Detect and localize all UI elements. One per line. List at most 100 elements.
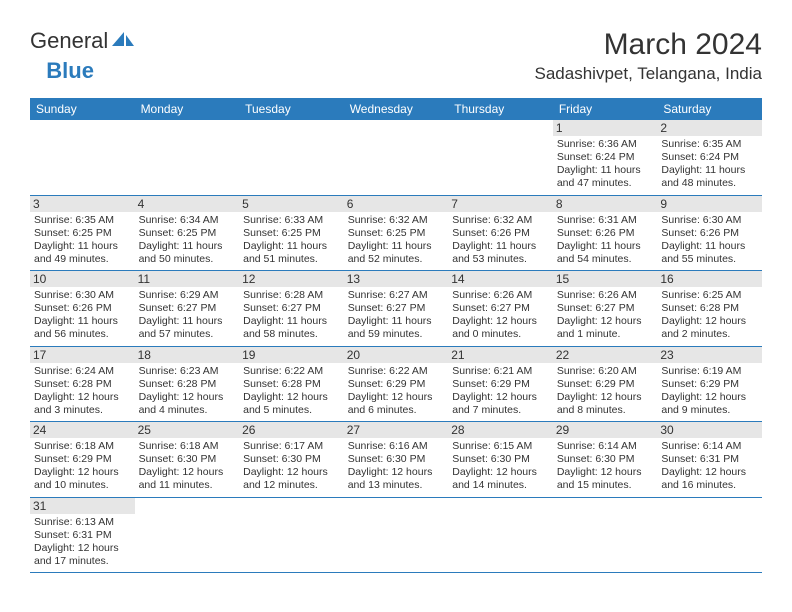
empty-cell (344, 497, 449, 573)
day-cell-12: 12 Sunrise: 6:28 AMSunset: 6:27 PMDayligh… (239, 271, 344, 347)
day-number: 14 (448, 271, 553, 287)
day-cell-16: 16 Sunrise: 6:25 AMSunset: 6:28 PMDayligh… (657, 271, 762, 347)
empty-cell (448, 120, 553, 195)
logo-sail-icon (110, 30, 136, 53)
day-info: Sunrise: 6:18 AMSunset: 6:30 PMDaylight:… (139, 440, 236, 493)
day-cell-2: 2 Sunrise: 6:35 AMSunset: 6:24 PMDaylight… (657, 120, 762, 195)
day-number: 19 (239, 347, 344, 363)
empty-cell (448, 497, 553, 573)
day-info: Sunrise: 6:16 AMSunset: 6:30 PMDaylight:… (348, 440, 445, 493)
col-header-monday: Monday (135, 98, 240, 120)
day-info: Sunrise: 6:35 AMSunset: 6:24 PMDaylight:… (661, 138, 758, 191)
day-info: Sunrise: 6:13 AMSunset: 6:31 PMDaylight:… (34, 516, 131, 569)
day-info: Sunrise: 6:35 AMSunset: 6:25 PMDaylight:… (34, 214, 131, 267)
day-cell-21: 21Sunrise: 6:21 AMSunset: 6:29 PMDayligh… (448, 346, 553, 422)
day-info: Sunrise: 6:26 AMSunset: 6:27 PMDaylight:… (557, 289, 654, 342)
week-row: 10Sunrise: 6:30 AMSunset: 6:26 PMDayligh… (30, 271, 762, 347)
day-cell-5: 5 Sunrise: 6:33 AMSunset: 6:25 PMDaylight… (239, 195, 344, 271)
day-cell-22: 22Sunrise: 6:20 AMSunset: 6:29 PMDayligh… (553, 346, 658, 422)
day-cell-7: 7 Sunrise: 6:32 AMSunset: 6:26 PMDaylight… (448, 195, 553, 271)
day-info: Sunrise: 6:33 AMSunset: 6:25 PMDaylight:… (243, 214, 340, 267)
day-number: 6 (344, 196, 449, 212)
day-number: 31 (30, 498, 135, 514)
day-number: 2 (657, 120, 762, 136)
day-cell-31: 31 Sunrise: 6:13 AMSunset: 6:31 PMDayligh… (30, 497, 135, 573)
day-number: 12 (239, 271, 344, 287)
week-row: 24 Sunrise: 6:18 AMSunset: 6:29 PMDayligh… (30, 422, 762, 498)
day-number: 9 (657, 196, 762, 212)
day-info: Sunrise: 6:26 AMSunset: 6:27 PMDaylight:… (452, 289, 549, 342)
day-number: 17 (30, 347, 135, 363)
day-info: Sunrise: 6:21 AMSunset: 6:29 PMDaylight:… (452, 365, 549, 418)
day-info: Sunrise: 6:18 AMSunset: 6:29 PMDaylight:… (34, 440, 131, 493)
col-header-friday: Friday (553, 98, 658, 120)
day-number: 24 (30, 422, 135, 438)
day-info: Sunrise: 6:25 AMSunset: 6:28 PMDaylight:… (661, 289, 758, 342)
day-number: 8 (553, 196, 658, 212)
day-info: Sunrise: 6:34 AMSunset: 6:25 PMDaylight:… (139, 214, 236, 267)
day-info: Sunrise: 6:14 AMSunset: 6:31 PMDaylight:… (661, 440, 758, 493)
day-number: 13 (344, 271, 449, 287)
day-number: 27 (344, 422, 449, 438)
day-number: 18 (135, 347, 240, 363)
col-header-saturday: Saturday (657, 98, 762, 120)
day-cell-29: 29Sunrise: 6:14 AMSunset: 6:30 PMDayligh… (553, 422, 658, 498)
day-cell-13: 13 Sunrise: 6:27 AMSunset: 6:27 PMDayligh… (344, 271, 449, 347)
day-info: Sunrise: 6:32 AMSunset: 6:26 PMDaylight:… (452, 214, 549, 267)
calendar-table: SundayMondayTuesdayWednesdayThursdayFrid… (30, 98, 762, 573)
day-cell-26: 26 Sunrise: 6:17 AMSunset: 6:30 PMDayligh… (239, 422, 344, 498)
day-cell-1: 1 Sunrise: 6:36 AMSunset: 6:24 PMDaylight… (553, 120, 658, 195)
day-number: 26 (239, 422, 344, 438)
day-cell-10: 10Sunrise: 6:30 AMSunset: 6:26 PMDayligh… (30, 271, 135, 347)
day-number: 20 (344, 347, 449, 363)
logo-text-2: Blue (46, 58, 94, 84)
logo-text-1: General (30, 28, 108, 54)
day-number: 11 (135, 271, 240, 287)
empty-cell (239, 497, 344, 573)
col-header-thursday: Thursday (448, 98, 553, 120)
day-info: Sunrise: 6:15 AMSunset: 6:30 PMDaylight:… (452, 440, 549, 493)
day-cell-30: 30 Sunrise: 6:14 AMSunset: 6:31 PMDayligh… (657, 422, 762, 498)
page-title: March 2024 (535, 28, 762, 62)
day-cell-27: 27 Sunrise: 6:16 AMSunset: 6:30 PMDayligh… (344, 422, 449, 498)
day-info: Sunrise: 6:32 AMSunset: 6:25 PMDaylight:… (348, 214, 445, 267)
day-number: 30 (657, 422, 762, 438)
week-row: 3 Sunrise: 6:35 AMSunset: 6:25 PMDaylight… (30, 195, 762, 271)
day-info: Sunrise: 6:30 AMSunset: 6:26 PMDaylight:… (661, 214, 758, 267)
calendar-body: 1 Sunrise: 6:36 AMSunset: 6:24 PMDaylight… (30, 120, 762, 573)
day-number: 1 (553, 120, 658, 136)
day-cell-4: 4Sunrise: 6:34 AMSunset: 6:25 PMDaylight… (135, 195, 240, 271)
day-cell-23: 23Sunrise: 6:19 AMSunset: 6:29 PMDayligh… (657, 346, 762, 422)
day-cell-24: 24 Sunrise: 6:18 AMSunset: 6:29 PMDayligh… (30, 422, 135, 498)
day-info: Sunrise: 6:24 AMSunset: 6:28 PMDaylight:… (34, 365, 131, 418)
day-number: 5 (239, 196, 344, 212)
day-info: Sunrise: 6:22 AMSunset: 6:28 PMDaylight:… (243, 365, 340, 418)
day-info: Sunrise: 6:29 AMSunset: 6:27 PMDaylight:… (139, 289, 236, 342)
col-header-tuesday: Tuesday (239, 98, 344, 120)
day-cell-11: 11 Sunrise: 6:29 AMSunset: 6:27 PMDayligh… (135, 271, 240, 347)
empty-cell (239, 120, 344, 195)
day-info: Sunrise: 6:36 AMSunset: 6:24 PMDaylight:… (557, 138, 654, 191)
day-number: 3 (30, 196, 135, 212)
day-cell-18: 18 Sunrise: 6:23 AMSunset: 6:28 PMDayligh… (135, 346, 240, 422)
day-number: 28 (448, 422, 553, 438)
day-cell-14: 14 Sunrise: 6:26 AMSunset: 6:27 PMDayligh… (448, 271, 553, 347)
day-info: Sunrise: 6:28 AMSunset: 6:27 PMDaylight:… (243, 289, 340, 342)
day-info: Sunrise: 6:27 AMSunset: 6:27 PMDaylight:… (348, 289, 445, 342)
day-info: Sunrise: 6:31 AMSunset: 6:26 PMDaylight:… (557, 214, 654, 267)
day-info: Sunrise: 6:22 AMSunset: 6:29 PMDaylight:… (348, 365, 445, 418)
week-row: 1 Sunrise: 6:36 AMSunset: 6:24 PMDaylight… (30, 120, 762, 195)
day-info: Sunrise: 6:23 AMSunset: 6:28 PMDaylight:… (139, 365, 236, 418)
week-row: 31 Sunrise: 6:13 AMSunset: 6:31 PMDayligh… (30, 497, 762, 573)
day-number: 15 (553, 271, 658, 287)
day-cell-6: 6 Sunrise: 6:32 AMSunset: 6:25 PMDaylight… (344, 195, 449, 271)
day-cell-19: 19 Sunrise: 6:22 AMSunset: 6:28 PMDayligh… (239, 346, 344, 422)
day-number: 25 (135, 422, 240, 438)
day-cell-9: 9 Sunrise: 6:30 AMSunset: 6:26 PMDaylight… (657, 195, 762, 271)
day-number: 23 (657, 347, 762, 363)
title-block: March 2024 Sadashivpet, Telangana, India (535, 28, 762, 84)
day-info: Sunrise: 6:17 AMSunset: 6:30 PMDaylight:… (243, 440, 340, 493)
day-number: 16 (657, 271, 762, 287)
day-number: 22 (553, 347, 658, 363)
day-number: 7 (448, 196, 553, 212)
